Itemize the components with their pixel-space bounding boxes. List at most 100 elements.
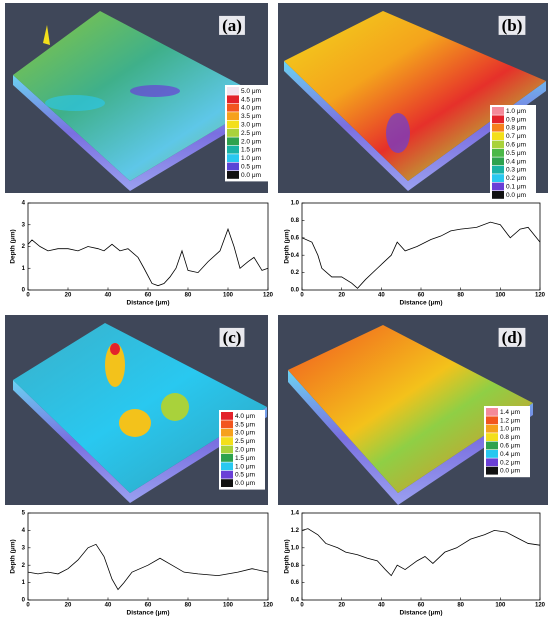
- y-tick-label: 1: [22, 580, 26, 586]
- colorbar-label: 0.9 μm: [506, 116, 526, 123]
- colorbar-label: 0.0 μm: [506, 192, 526, 199]
- colorbar-label: 0.4 μm: [500, 451, 520, 458]
- x-tick-label: 20: [338, 293, 345, 299]
- colorbar-swatch: [227, 145, 239, 154]
- colorbar-swatch: [227, 129, 239, 137]
- colorbar-swatch: [492, 140, 504, 149]
- x-tick-label: 120: [263, 293, 274, 299]
- y-tick-label: 0.4: [291, 598, 300, 604]
- colorbar-label: 0.8 μm: [506, 125, 526, 132]
- panel-label: (a): [222, 16, 242, 35]
- colorbar-label: 0.0 μm: [235, 480, 255, 487]
- colorbar-swatch: [227, 103, 239, 112]
- y-tick-label: 1: [22, 266, 26, 272]
- x-tick-label: 80: [457, 293, 464, 299]
- colorbar-swatch: [486, 408, 498, 416]
- colorbar-label: 3.5 μm: [241, 113, 261, 120]
- y-tick-label: 0: [22, 598, 26, 604]
- profile-line: [301, 221, 541, 289]
- colorbar-label: 5.0 μm: [241, 88, 261, 95]
- x-axis-label: Distance (μm): [127, 610, 170, 617]
- y-axis-label: Depth (μm): [284, 229, 291, 263]
- x-tick-label: 20: [338, 603, 345, 609]
- x-tick-label: 40: [378, 603, 385, 609]
- plot-frame: [301, 512, 541, 601]
- colorbar-swatch: [486, 416, 498, 425]
- panel-label-bg: [498, 327, 526, 347]
- profile-line: [301, 528, 541, 577]
- colorbar-label: 0.2 μm: [500, 459, 520, 466]
- colorbar-swatch: [492, 123, 504, 132]
- x-tick-label: 60: [418, 603, 425, 609]
- colorbar-label: 0.0 μm: [500, 468, 520, 475]
- x-tick-label: 0: [300, 603, 304, 609]
- colorbar-label: 0.6 μm: [500, 443, 520, 450]
- x-tick-label: 100: [495, 293, 506, 299]
- x-tick-label: 0: [300, 293, 304, 299]
- colorbar-swatch: [492, 165, 504, 174]
- colorbar-swatch: [227, 95, 239, 104]
- x-tick-label: 80: [185, 293, 192, 299]
- plot-frame: [27, 202, 269, 291]
- y-tick-label: 4: [22, 201, 26, 207]
- colorbar-label: 1.2 μm: [500, 417, 520, 424]
- panel-label: (c): [223, 328, 242, 347]
- colorbar-label: 0.3 μm: [506, 167, 526, 174]
- colorbar-swatch: [486, 433, 498, 441]
- panel-label: (b): [502, 16, 523, 35]
- x-tick-label: 40: [105, 293, 112, 299]
- colorbar-swatch: [227, 162, 239, 171]
- y-tick-label: 4: [22, 528, 26, 534]
- y-tick-label: 2: [22, 244, 26, 250]
- colorbar-label: 2.0 μm: [235, 447, 255, 454]
- y-axis-label: Depth (μm): [10, 539, 17, 573]
- colorbar-swatch: [221, 437, 233, 445]
- colorbar-label: 1.5 μm: [235, 455, 255, 462]
- colorbar-swatch: [221, 479, 233, 487]
- colorbar-swatch: [227, 171, 239, 179]
- colorbar-label: 2.5 μm: [241, 130, 261, 137]
- y-tick-label: 1.0: [291, 201, 300, 207]
- y-tick-label: 1.2: [291, 528, 300, 534]
- colorbar-swatch: [492, 107, 504, 115]
- x-tick-label: 60: [145, 603, 152, 609]
- colorbar-label: 1.0 μm: [235, 463, 255, 470]
- colorbar-label: 3.0 μm: [235, 430, 255, 437]
- x-tick-label: 120: [535, 293, 546, 299]
- colorbar-label: 0.5 μm: [241, 164, 261, 171]
- colorbar-label: 3.5 μm: [235, 421, 255, 428]
- x-tick-label: 120: [535, 603, 546, 609]
- colorbar-swatch: [221, 428, 233, 437]
- colorbar-swatch: [221, 454, 233, 462]
- colorbar-label: 0.7 μm: [506, 133, 526, 140]
- colorbar-swatch: [221, 462, 233, 471]
- plot-frame: [27, 512, 269, 601]
- colorbar-swatch: [486, 441, 498, 450]
- colorbar-label: 0.5 μm: [235, 472, 255, 479]
- y-tick-label: 0.4: [291, 253, 300, 259]
- colorbar-label: 2.0 μm: [241, 138, 261, 145]
- y-tick-label: 0.6: [291, 235, 300, 241]
- colorbar-swatch: [492, 132, 504, 140]
- x-tick-label: 80: [457, 603, 464, 609]
- colorbar-label: 1.4 μm: [500, 409, 520, 416]
- colorbar-label: 0.8 μm: [500, 434, 520, 441]
- colorbar-swatch: [492, 182, 504, 191]
- colorbar-label: 1.0 μm: [506, 108, 526, 115]
- y-tick-label: 0.0: [291, 288, 300, 294]
- colorbar-label: 4.0 μm: [241, 105, 261, 112]
- y-tick-label: 0.2: [291, 270, 300, 276]
- x-tick-label: 20: [65, 603, 72, 609]
- colorbar-swatch: [492, 191, 504, 199]
- x-tick-label: 60: [145, 293, 152, 299]
- colorbar-swatch: [227, 112, 239, 120]
- y-tick-label: 3: [22, 222, 26, 228]
- colorbar-swatch: [221, 420, 233, 429]
- colorbar-swatch: [227, 137, 239, 146]
- colorbar-label: 1.0 μm: [500, 426, 520, 433]
- colorbar-swatch: [492, 115, 504, 124]
- colorbar-label: 0.0 μm: [241, 172, 261, 179]
- y-tick-label: 3: [22, 545, 26, 551]
- x-tick-label: 120: [263, 603, 274, 609]
